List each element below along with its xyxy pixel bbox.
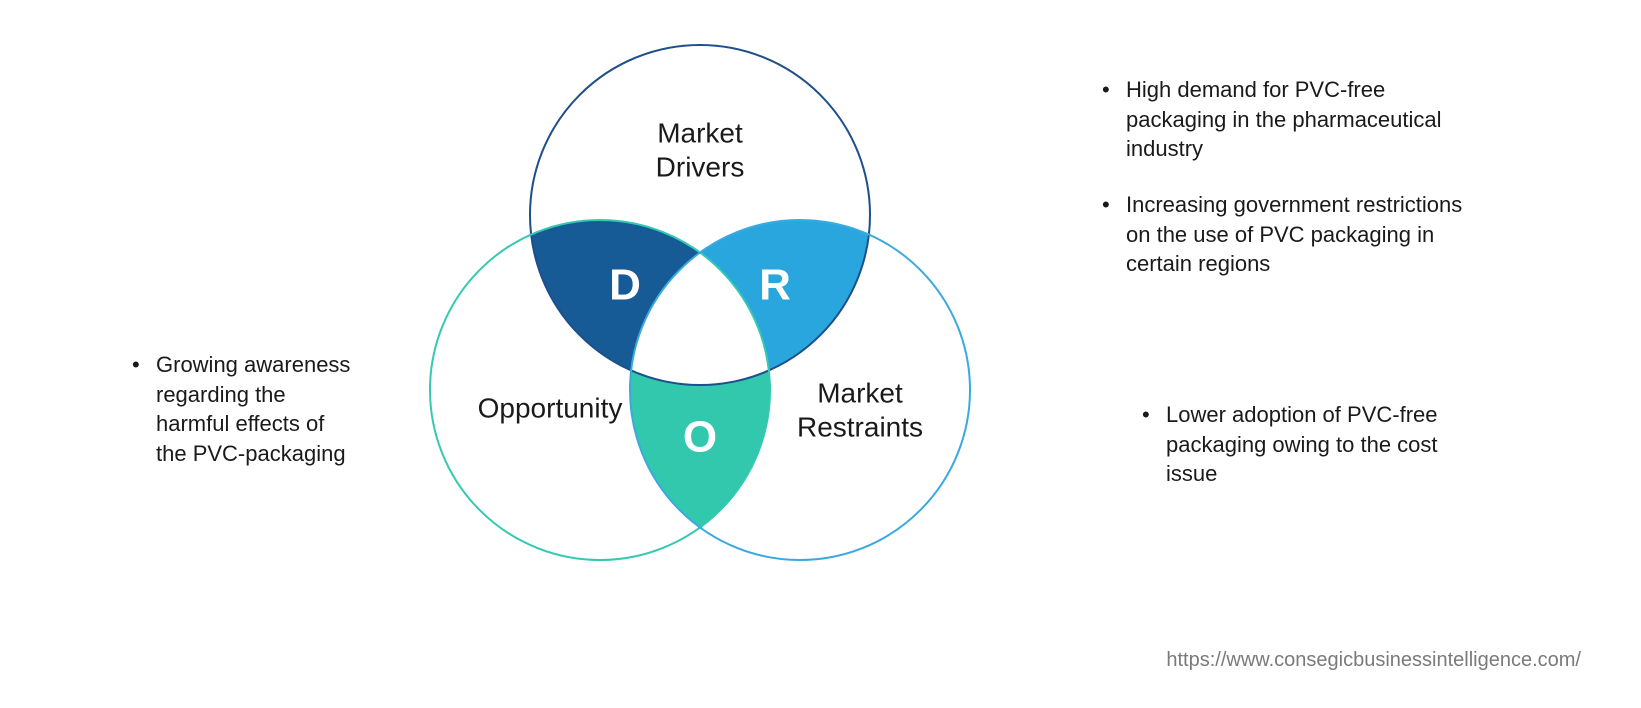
footer-url: https://www.consegicbusinessintelligence… (1166, 649, 1581, 672)
label-restraints-line1: Market (817, 377, 903, 408)
venn-svg: Market Drivers Opportunity Market Restra… (370, 20, 1030, 640)
label-drivers-line2: Drivers (656, 151, 745, 182)
drivers-bullets: High demand for PVC-free packaging in th… (1100, 75, 1470, 305)
list-item: Growing awareness regarding the harmful … (130, 350, 360, 469)
venn-diagram: Market Drivers Opportunity Market Restra… (370, 20, 1030, 640)
letter-D: D (609, 261, 641, 310)
list-item: High demand for PVC-free packaging in th… (1100, 75, 1470, 164)
opportunity-bullets: Growing awareness regarding the harmful … (130, 350, 360, 495)
label-drivers-line1: Market (657, 117, 743, 148)
list-item: Increasing government restrictions on th… (1100, 190, 1470, 279)
label-restraints-line2: Restraints (797, 411, 923, 442)
label-opportunity: Opportunity (478, 392, 623, 423)
letter-R: R (759, 261, 791, 310)
diagram-container: Market Drivers Opportunity Market Restra… (0, 0, 1641, 708)
restraints-bullets: Lower adoption of PVC-free packaging owi… (1140, 400, 1490, 515)
list-item: Lower adoption of PVC-free packaging owi… (1140, 400, 1490, 489)
letter-O: O (683, 413, 717, 462)
